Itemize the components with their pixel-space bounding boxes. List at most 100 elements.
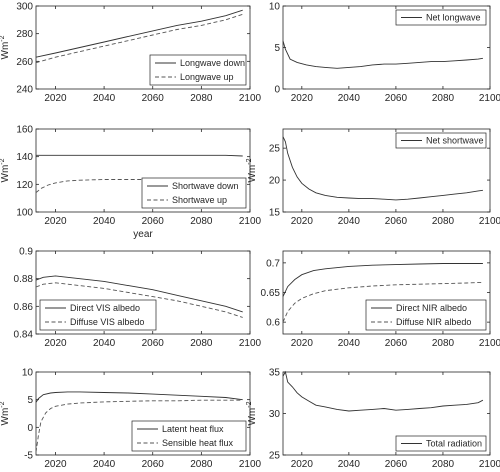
x-tick-label: 2080 bbox=[190, 93, 213, 104]
x-axis-label: year bbox=[133, 229, 153, 240]
y-tick-label: 0.6 bbox=[266, 318, 280, 329]
legend-entry: Longwave down bbox=[180, 58, 245, 68]
y-axis-label: Wm-2 bbox=[0, 35, 11, 59]
legend-box bbox=[131, 420, 247, 452]
y-tick-label: 0.86 bbox=[14, 302, 34, 313]
legend-box bbox=[365, 299, 487, 331]
legend-box bbox=[149, 54, 247, 86]
y-tick-label: 140 bbox=[16, 152, 33, 163]
y-tick-label: 240 bbox=[16, 85, 33, 96]
x-tick-label: 2040 bbox=[338, 93, 361, 104]
y-tick-label: 5 bbox=[274, 43, 280, 54]
y-tick-label: 5 bbox=[27, 395, 33, 406]
x-tick-label: 2020 bbox=[44, 459, 67, 470]
y-tick-label: -5 bbox=[24, 451, 33, 462]
y-tick-label: 120 bbox=[16, 180, 33, 191]
x-tick-label: 2060 bbox=[385, 93, 408, 104]
y-tick-label: 10 bbox=[269, 2, 281, 13]
x-tick-label: 2060 bbox=[142, 93, 165, 104]
series-line bbox=[35, 275, 243, 313]
legend-entry: Longwave up bbox=[180, 72, 234, 82]
x-tick-label: 2040 bbox=[93, 338, 116, 349]
subplot-4: 2020 2040 2060 2080 2100 15 20 25 Wm-2 Net shortw… bbox=[246, 128, 500, 227]
y-tick-label: 15 bbox=[269, 208, 281, 219]
x-tick-label: 2020 bbox=[291, 93, 314, 104]
legend-entry: Sensible heat flux bbox=[162, 438, 234, 448]
series-line bbox=[282, 136, 483, 201]
axes-box bbox=[282, 128, 491, 213]
x-tick-label: 2020 bbox=[44, 338, 67, 349]
legend-entry: Shortwave down bbox=[172, 181, 239, 191]
legend-entry: Direct NIR albedo bbox=[396, 303, 467, 313]
subplot-3: 2020 2040 2060 2080 2100 100 120 140 160 Wm-2 year… bbox=[0, 125, 262, 241]
x-tick-label: 2080 bbox=[432, 93, 455, 104]
legend-entry: Total radiation bbox=[426, 439, 482, 449]
series-line bbox=[35, 13, 243, 64]
y-tick-label: 35 bbox=[269, 368, 281, 379]
legend-box bbox=[141, 177, 247, 209]
y-tick-label: 0.84 bbox=[14, 330, 34, 341]
x-tick-label: 2100 bbox=[479, 93, 500, 104]
x-tick-label: 2100 bbox=[479, 459, 500, 470]
x-tick-label: 2020 bbox=[291, 459, 314, 470]
subplot-6: 2020 2040 2060 2080 2100 0.6 0.65 0.7 Direct NIR… bbox=[261, 250, 500, 349]
legend-entry: Direct VIS albedo bbox=[70, 303, 140, 313]
x-tick-label: 2040 bbox=[93, 216, 116, 227]
axes-box bbox=[35, 128, 251, 213]
x-tick-label: 2080 bbox=[432, 216, 455, 227]
x-tick-label: 2020 bbox=[44, 93, 67, 104]
x-tick-label: 2060 bbox=[142, 216, 165, 227]
subplot-1: 2020 2040 2060 2080 2100 240 260 280 300 Wm-2 Long… bbox=[0, 2, 262, 105]
x-tick-label: 2020 bbox=[44, 216, 67, 227]
x-tick-label: 2020 bbox=[291, 216, 314, 227]
x-tick-label: 2080 bbox=[432, 338, 455, 349]
y-axis-label: Wm-2 bbox=[246, 158, 258, 182]
x-tick-label: 2060 bbox=[385, 338, 408, 349]
subplot-5: 2020 2040 2060 2080 2100 0.84 0.86 0.88 0.9 Direc… bbox=[14, 247, 262, 350]
y-tick-label: 25 bbox=[269, 144, 281, 155]
x-tick-label: 2020 bbox=[291, 338, 314, 349]
legend-entry: Shortwave up bbox=[172, 195, 227, 205]
axes-box bbox=[35, 371, 251, 456]
legend-box bbox=[395, 9, 487, 26]
y-tick-label: 25 bbox=[269, 451, 281, 462]
y-tick-label: 10 bbox=[22, 368, 34, 379]
legend-box bbox=[395, 132, 487, 149]
axes-box bbox=[35, 5, 251, 90]
y-tick-label: 300 bbox=[16, 2, 33, 13]
axes-box bbox=[35, 250, 251, 335]
series-line bbox=[282, 263, 483, 297]
legend-entry: Diffuse VIS albedo bbox=[70, 317, 144, 327]
series-line bbox=[35, 391, 243, 403]
x-tick-label: 2080 bbox=[190, 338, 213, 349]
x-tick-label: 2060 bbox=[142, 338, 165, 349]
x-tick-label: 2060 bbox=[385, 216, 408, 227]
y-axis-label: Wm-2 bbox=[0, 158, 11, 182]
y-tick-label: 0.65 bbox=[261, 288, 281, 299]
y-tick-label: 0.9 bbox=[19, 247, 33, 258]
y-tick-label: 160 bbox=[16, 125, 33, 136]
series-line bbox=[282, 281, 483, 323]
y-tick-label: 100 bbox=[16, 208, 33, 219]
legend-entry: Net longwave bbox=[426, 13, 481, 23]
y-tick-label: 260 bbox=[16, 57, 33, 68]
series-line bbox=[35, 9, 243, 58]
series-line bbox=[35, 179, 243, 193]
x-tick-label: 2060 bbox=[142, 459, 165, 470]
legend-box bbox=[395, 435, 487, 452]
x-tick-label: 2100 bbox=[479, 338, 500, 349]
series-line bbox=[282, 370, 484, 412]
y-tick-label: 0 bbox=[274, 85, 280, 96]
x-tick-label: 2100 bbox=[239, 459, 262, 470]
x-tick-label: 2040 bbox=[338, 459, 361, 470]
subplot-8: 2020 2040 2060 2080 2100 25 30 35 Wm-2 Total radi… bbox=[246, 368, 500, 471]
legend-entry: Net shortwave bbox=[426, 136, 484, 146]
x-tick-label: 2080 bbox=[190, 216, 213, 227]
y-tick-label: 0.88 bbox=[14, 274, 34, 285]
series-line bbox=[35, 282, 243, 318]
series-line bbox=[282, 40, 483, 69]
subplot-2: 2020 2040 2060 2080 2100 0 5 10 Net longwave bbox=[269, 2, 500, 105]
y-tick-label: 0 bbox=[27, 423, 33, 434]
series-line bbox=[36, 154, 243, 157]
